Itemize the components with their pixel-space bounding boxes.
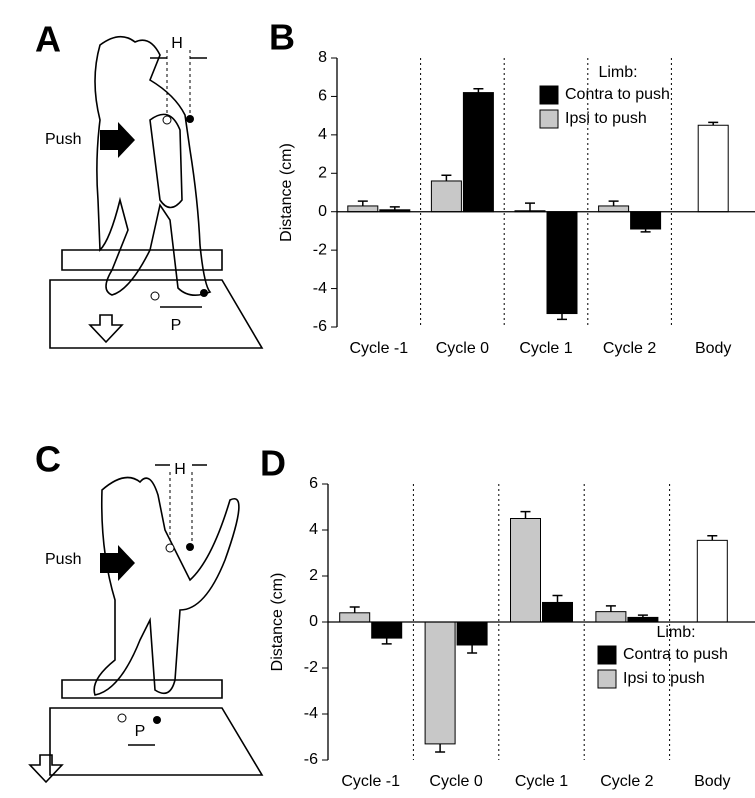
- x-tick-label: Cycle -1: [341, 773, 400, 790]
- error-bar: [609, 201, 619, 206]
- platform: [50, 680, 262, 775]
- y-tick-label: 6: [309, 475, 318, 492]
- bar: [463, 93, 493, 212]
- cat-outline: [94, 478, 239, 696]
- error-bar: [441, 175, 451, 181]
- y-tick-label: 8: [318, 49, 327, 66]
- bar: [599, 206, 629, 212]
- marker-filled: [153, 716, 161, 724]
- figure: A Push H P C Push H P BDistance (cm: [0, 0, 755, 793]
- panel-label: C: [35, 439, 61, 480]
- y-tick-label: 4: [318, 126, 327, 143]
- push-label: Push: [45, 551, 81, 568]
- marker-filled: [186, 115, 194, 123]
- legend-swatch: [598, 670, 616, 688]
- legend-swatch: [540, 86, 558, 104]
- push-label: Push: [45, 131, 81, 148]
- bar: [631, 212, 661, 229]
- x-tick-label: Body: [694, 773, 730, 790]
- bar: [547, 212, 577, 314]
- x-tick-label: Cycle 2: [603, 340, 656, 357]
- y-axis-title: Distance (cm): [269, 573, 286, 672]
- marker-filled: [200, 289, 208, 297]
- x-tick-label: Body: [695, 340, 731, 357]
- bar: [511, 519, 541, 623]
- legend-label: Ipsi to push: [623, 670, 705, 687]
- x-tick-label: Cycle 0: [436, 340, 489, 357]
- x-tick-label: Cycle 2: [600, 773, 653, 790]
- x-tick-label: Cycle 0: [429, 773, 482, 790]
- legend-label: Contra to push: [565, 86, 670, 103]
- marker-open: [151, 292, 159, 300]
- y-tick-label: 2: [309, 567, 318, 584]
- y-tick-label: -4: [313, 280, 327, 297]
- bar: [457, 622, 487, 645]
- legend-swatch: [598, 646, 616, 664]
- diagram-c: C Push H P: [30, 439, 262, 782]
- legend-label: Ipsi to push: [565, 110, 647, 127]
- error-bar: [557, 314, 567, 320]
- y-tick-label: -2: [313, 241, 327, 258]
- diagram-a: A Push H P: [35, 19, 262, 348]
- bar: [628, 617, 658, 622]
- h-label: H: [171, 35, 183, 52]
- legend-title: Limb:: [598, 64, 637, 81]
- error-bar: [467, 645, 477, 653]
- error-bar: [358, 201, 368, 206]
- y-tick-label: 6: [318, 88, 327, 105]
- bar: [348, 206, 378, 212]
- y-axis-title: Distance (cm): [278, 143, 295, 242]
- bar: [431, 181, 461, 212]
- error-bar: [553, 596, 563, 603]
- y-tick-label: 0: [318, 203, 327, 220]
- panel-label: A: [35, 19, 61, 60]
- error-bar: [382, 638, 392, 644]
- bar: [340, 613, 370, 622]
- bar: [596, 612, 626, 622]
- marker-filled: [186, 543, 194, 551]
- marker-open: [163, 116, 171, 124]
- error-bar: [435, 744, 445, 752]
- leg-outline: [150, 114, 182, 207]
- bar: [543, 602, 573, 622]
- x-tick-label: Cycle 1: [519, 340, 572, 357]
- x-tick-label: Cycle -1: [349, 340, 408, 357]
- error-bar: [707, 536, 717, 541]
- push-arrow: [100, 122, 135, 158]
- bar: [372, 622, 402, 638]
- y-tick-label: 2: [318, 165, 327, 182]
- cat-outline: [95, 37, 210, 296]
- bar: [425, 622, 455, 744]
- y-tick-label: -2: [304, 659, 318, 676]
- y-tick-label: 0: [309, 613, 318, 630]
- y-tick-label: 4: [309, 521, 318, 538]
- error-bar: [350, 607, 360, 613]
- bar: [698, 125, 728, 211]
- error-bar: [606, 606, 616, 612]
- down-arrow: [90, 315, 122, 342]
- error-bar: [473, 89, 483, 93]
- legend-label: Contra to push: [623, 646, 728, 663]
- error-bar: [525, 203, 535, 211]
- legend-title: Limb:: [656, 624, 695, 641]
- h-label: H: [174, 461, 186, 478]
- x-tick-label: Cycle 1: [515, 773, 568, 790]
- y-tick-label: -6: [313, 318, 327, 335]
- down-arrow: [30, 755, 62, 782]
- y-tick-label: -4: [304, 705, 318, 722]
- p-label: P: [135, 723, 146, 740]
- error-bar: [521, 512, 531, 519]
- marker-open: [118, 714, 126, 722]
- panel-label: B: [269, 17, 295, 58]
- panel-label: D: [260, 443, 286, 484]
- bar: [697, 540, 727, 622]
- legend-swatch: [540, 110, 558, 128]
- y-tick-label: -6: [304, 751, 318, 768]
- p-label: P: [171, 317, 182, 334]
- marker-open: [166, 544, 174, 552]
